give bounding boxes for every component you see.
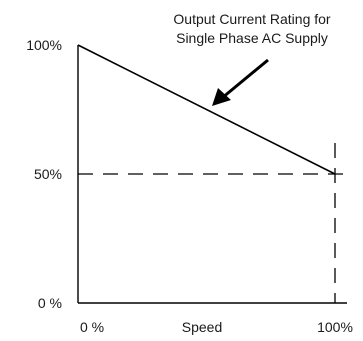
y-tick-label-0: 0 %: [38, 295, 62, 311]
x-tick-label-0: 0 %: [80, 319, 104, 335]
annotation-arrow-head: [212, 88, 231, 106]
x-axis-label: Speed: [182, 319, 222, 335]
annotation-text-line-0: Output Current Rating for: [173, 11, 331, 27]
tick-labels: 0 % 50% 100% 0 % 100% Speed: [26, 37, 353, 335]
series: [77, 44, 336, 175]
x-tick-label-1: 100%: [317, 319, 353, 335]
annotation-text-line-1: Single Phase AC Supply: [176, 30, 328, 46]
reference-lines: [78, 143, 347, 303]
y-tick-label-1: 50%: [34, 166, 62, 182]
annotation: Output Current Rating for Single Phase AC…: [173, 11, 331, 106]
series-line-0: [77, 44, 336, 175]
annotation-arrow-shaft: [221, 58, 269, 100]
y-tick-label-2: 100%: [26, 37, 62, 53]
